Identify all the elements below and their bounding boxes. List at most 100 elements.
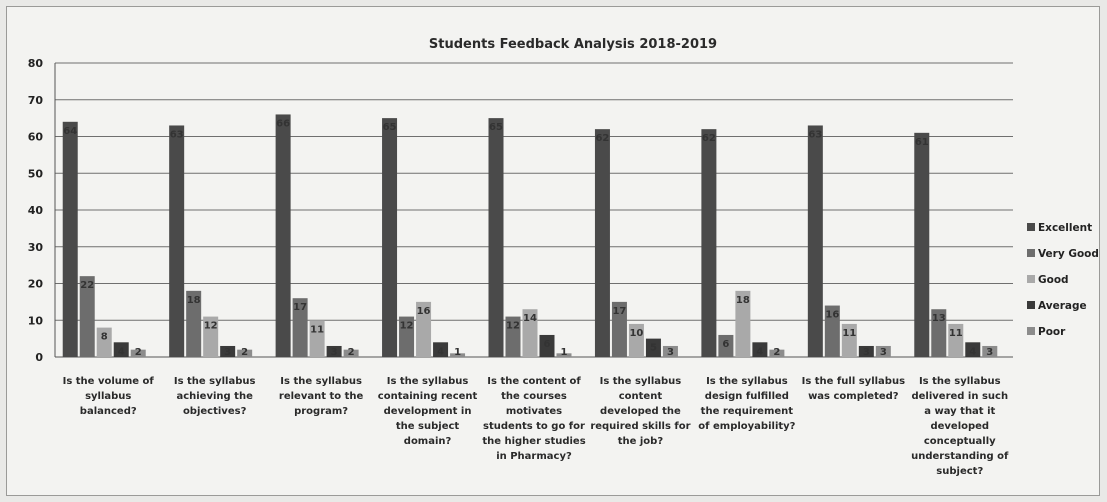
bar-average	[326, 345, 342, 357]
bar-poor	[343, 349, 359, 357]
data-label: 66	[276, 118, 290, 129]
data-label: 2	[348, 347, 355, 358]
y-tick-label: 60	[28, 131, 44, 144]
bar-poor	[237, 349, 253, 357]
data-label: 10	[629, 328, 643, 339]
category-label: Is the content of the courses motivates stu…	[482, 376, 585, 462]
bar-good	[628, 323, 644, 357]
bar-very-good	[611, 301, 627, 357]
bar-poor	[875, 345, 891, 357]
data-label: 17	[293, 302, 307, 313]
y-tick-label: 10	[28, 314, 44, 327]
bar-average	[113, 342, 129, 357]
data-label: 3	[667, 347, 674, 358]
legend-entry: Good	[1038, 274, 1069, 286]
bar-average	[539, 334, 555, 357]
chart-title: Students Feedback Analysis 2018-2019	[429, 37, 717, 52]
bar-poor	[450, 353, 466, 357]
data-label: 64	[63, 126, 77, 137]
bar-good	[522, 309, 538, 357]
legend-swatch	[1027, 301, 1035, 309]
data-label: 63	[170, 129, 184, 140]
bar-very-good	[79, 276, 95, 357]
legend-swatch	[1027, 327, 1035, 335]
bar-very-good	[292, 298, 308, 357]
data-label: 12	[506, 321, 520, 332]
legend-entry: Average	[1038, 300, 1087, 312]
data-label: 18	[187, 295, 201, 306]
bar-average	[645, 338, 661, 357]
bar-poor	[769, 349, 785, 357]
category-label: Is the syllabus design fulfilled the requi…	[698, 376, 795, 432]
chart-frame: Students Feedback Analysis 2018-2019 0 10…	[6, 6, 1100, 496]
bar-excellent	[169, 125, 185, 357]
bar-good	[203, 316, 219, 357]
data-label: 65	[489, 122, 503, 133]
data-label: 5	[650, 343, 657, 354]
data-label: 16	[825, 310, 839, 321]
bar-very-good	[399, 316, 415, 357]
bar-chart: Students Feedback Analysis 2018-2019 0 10…	[28, 37, 1099, 477]
bar-poor	[982, 345, 998, 357]
y-tick-label: 50	[28, 167, 44, 180]
bar-very-good	[931, 309, 947, 357]
bar-good	[309, 320, 325, 357]
data-label: 1	[454, 347, 461, 358]
data-label: 4	[118, 346, 125, 357]
legend-entry: Poor	[1038, 326, 1066, 338]
bar-very-good	[505, 316, 521, 357]
bar-poor	[130, 349, 146, 357]
data-label: 11	[310, 324, 324, 335]
bar-excellent	[594, 129, 610, 357]
data-label: 22	[80, 280, 94, 291]
bar-excellent	[807, 125, 823, 357]
bar-very-good	[824, 305, 840, 357]
data-label: 17	[612, 306, 626, 317]
y-tick-label: 20	[28, 278, 44, 291]
legend-swatch	[1027, 223, 1035, 231]
data-label: 4	[969, 346, 976, 357]
category-label: Is the syllabus content developed the requi…	[590, 376, 690, 447]
data-label: 61	[915, 137, 929, 148]
category-label: Is the full syllabus was completed?	[802, 376, 905, 402]
bar-excellent	[488, 118, 504, 357]
data-label: 2	[135, 347, 142, 358]
data-label: 6	[544, 339, 551, 350]
data-label: 3	[986, 347, 993, 358]
bar-excellent	[914, 132, 930, 357]
data-label: 1	[561, 347, 568, 358]
data-label: 14	[523, 313, 537, 324]
bar-excellent	[62, 121, 78, 357]
data-label: 63	[808, 129, 822, 140]
data-label: 12	[400, 321, 414, 332]
data-label: 6	[722, 339, 729, 350]
y-tick-label: 40	[28, 204, 44, 217]
category-label: Is the syllabus relevant to the program?	[279, 376, 364, 417]
data-label: 62	[595, 133, 609, 144]
category-label: Is the volume of syllabus balanced?	[63, 376, 155, 417]
data-label: 3	[863, 347, 870, 358]
data-label: 8	[101, 332, 108, 343]
data-label: 65	[383, 122, 397, 133]
data-label: 11	[842, 328, 856, 339]
bar-average	[220, 345, 236, 357]
data-label: 62	[702, 133, 716, 144]
data-label: 3	[224, 347, 231, 358]
data-label: 2	[241, 347, 248, 358]
bar-good	[841, 323, 857, 357]
bar-average	[965, 342, 981, 357]
bar-poor	[556, 353, 572, 357]
bar-poor	[662, 345, 678, 357]
category-label: Is the syllabus achieving the objectives?	[174, 376, 256, 417]
data-label: 16	[417, 306, 431, 317]
bar-excellent	[382, 118, 398, 357]
bar-average	[858, 345, 874, 357]
y-tick-label: 30	[28, 241, 44, 254]
bar-good	[948, 323, 964, 357]
y-tick-label: 0	[35, 351, 43, 364]
legend-entry: Very Good	[1038, 248, 1099, 260]
y-tick-label: 70	[28, 94, 44, 107]
data-label: 18	[736, 295, 750, 306]
data-label: 2	[773, 347, 780, 358]
data-label: 3	[331, 347, 338, 358]
